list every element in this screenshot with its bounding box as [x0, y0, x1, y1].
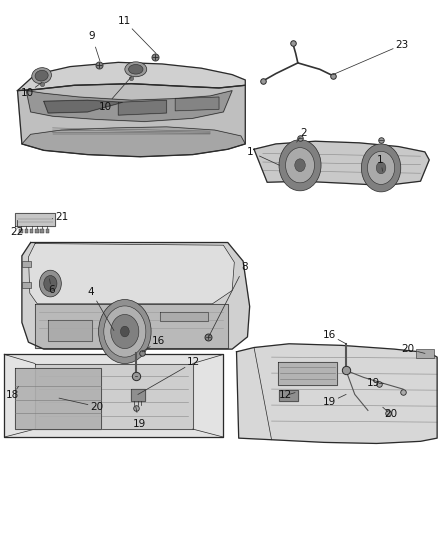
Circle shape	[39, 270, 61, 297]
Ellipse shape	[125, 62, 147, 77]
FancyBboxPatch shape	[25, 229, 28, 233]
Polygon shape	[15, 213, 55, 226]
Text: 9: 9	[88, 31, 95, 41]
Text: 19: 19	[367, 378, 380, 387]
Polygon shape	[35, 304, 228, 348]
Polygon shape	[22, 261, 31, 266]
Circle shape	[104, 306, 146, 357]
Circle shape	[111, 314, 139, 349]
Polygon shape	[175, 97, 219, 111]
Polygon shape	[416, 349, 434, 358]
Text: 23: 23	[396, 40, 409, 50]
Polygon shape	[18, 62, 245, 91]
Text: 10: 10	[21, 88, 34, 98]
Polygon shape	[131, 389, 145, 401]
Text: 21: 21	[56, 213, 69, 222]
Polygon shape	[18, 84, 245, 157]
Polygon shape	[279, 390, 298, 401]
FancyBboxPatch shape	[46, 229, 49, 233]
Circle shape	[120, 326, 129, 337]
Circle shape	[286, 148, 314, 183]
Polygon shape	[4, 354, 223, 437]
Polygon shape	[22, 282, 31, 288]
Text: 20: 20	[402, 344, 415, 354]
Text: 16: 16	[152, 336, 165, 346]
Text: 19: 19	[133, 419, 146, 429]
Ellipse shape	[129, 64, 143, 74]
Text: 2: 2	[300, 128, 307, 138]
FancyBboxPatch shape	[40, 229, 44, 233]
Polygon shape	[118, 100, 166, 115]
Polygon shape	[15, 368, 101, 429]
Text: 4: 4	[88, 287, 95, 296]
Polygon shape	[160, 312, 208, 321]
Polygon shape	[22, 127, 245, 157]
Polygon shape	[278, 362, 337, 385]
Text: 20: 20	[91, 402, 104, 411]
Polygon shape	[48, 320, 92, 341]
Polygon shape	[44, 100, 123, 113]
Ellipse shape	[35, 70, 48, 81]
Text: 12: 12	[187, 358, 200, 367]
Polygon shape	[26, 91, 232, 122]
FancyBboxPatch shape	[19, 229, 23, 233]
Circle shape	[279, 140, 321, 191]
Text: 1: 1	[247, 147, 254, 157]
Polygon shape	[28, 244, 234, 304]
Ellipse shape	[32, 68, 51, 84]
Text: 18: 18	[6, 391, 19, 400]
Circle shape	[295, 159, 305, 172]
Circle shape	[361, 144, 401, 192]
Polygon shape	[254, 141, 429, 185]
Text: 6: 6	[48, 286, 55, 295]
Text: 22: 22	[10, 227, 23, 237]
Circle shape	[376, 162, 386, 174]
Text: 16: 16	[323, 330, 336, 340]
FancyBboxPatch shape	[35, 229, 39, 233]
Circle shape	[99, 300, 151, 364]
Text: 20: 20	[384, 409, 397, 419]
Text: 10: 10	[99, 102, 112, 111]
Text: 11: 11	[118, 17, 131, 26]
Text: 1: 1	[377, 155, 384, 165]
Circle shape	[367, 151, 395, 184]
Polygon shape	[35, 364, 193, 429]
Polygon shape	[237, 344, 437, 443]
Text: 12: 12	[279, 391, 292, 400]
Text: 19: 19	[323, 398, 336, 407]
Polygon shape	[22, 243, 250, 349]
Circle shape	[44, 276, 57, 292]
FancyBboxPatch shape	[30, 229, 33, 233]
Text: 8: 8	[241, 262, 248, 271]
